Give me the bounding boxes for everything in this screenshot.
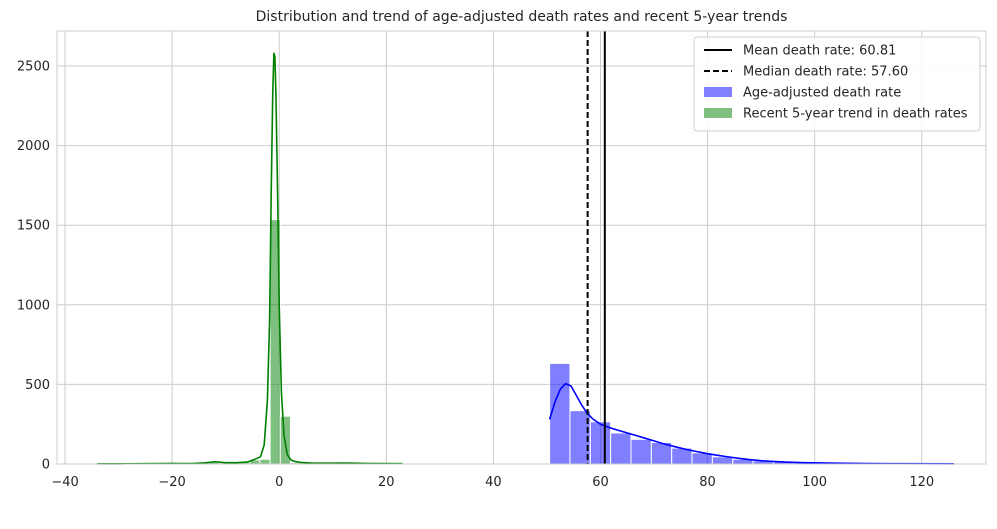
x-axis-ticks: −40 −20 0 20 40 60 80 100 120 <box>51 475 934 490</box>
y-tick-label: 1500 <box>17 219 50 234</box>
legend: Mean death rate: 60.81 Median death rate:… <box>693 36 981 132</box>
reference-lines <box>586 31 606 464</box>
x-tick-label: −20 <box>158 475 185 490</box>
legend-label: Age-adjusted death rate <box>743 86 901 101</box>
legend-label: Recent 5-year trend in death rates <box>743 107 968 122</box>
legend-swatch <box>704 108 732 118</box>
y-axis-ticks: 0 500 1000 1500 2000 2500 <box>17 60 50 473</box>
x-tick-label: 80 <box>699 475 716 490</box>
x-tick-label: 100 <box>802 475 827 490</box>
plot-frame <box>56 30 987 465</box>
y-tick-label: 2500 <box>17 60 50 75</box>
y-tick-label: 500 <box>25 378 50 393</box>
x-tick-label: 40 <box>485 475 502 490</box>
y-tick-label: 0 <box>42 458 50 473</box>
histogram-bar-series-2 <box>259 458 271 465</box>
legend-box <box>693 36 981 132</box>
histogram-bar-series-1 <box>549 362 571 465</box>
x-tick-label: 0 <box>275 475 283 490</box>
legend-label: Mean death rate: 60.81 <box>743 44 896 59</box>
chart-title: Distribution and trend of age-adjusted d… <box>256 9 788 25</box>
kde-line-series-1 <box>548 382 954 465</box>
histogram-bar-series-1 <box>610 432 632 465</box>
legend-label: Median death rate: 57.60 <box>743 65 908 80</box>
x-tick-label: 120 <box>909 475 934 490</box>
histogram-bar-series-1 <box>711 456 734 465</box>
kde-curves <box>97 52 954 465</box>
histogram-bar-series-1 <box>630 438 652 465</box>
y-tick-label: 2000 <box>17 139 50 154</box>
x-tick-label: −40 <box>51 475 78 490</box>
kde-line-series-2 <box>97 52 403 465</box>
x-tick-label: 60 <box>592 475 609 490</box>
y-tick-label: 1000 <box>17 298 50 313</box>
legend-swatch <box>704 87 732 97</box>
histogram-bar-series-1 <box>589 421 612 465</box>
histogram-bars <box>96 219 955 465</box>
x-tick-label: 20 <box>378 475 395 490</box>
